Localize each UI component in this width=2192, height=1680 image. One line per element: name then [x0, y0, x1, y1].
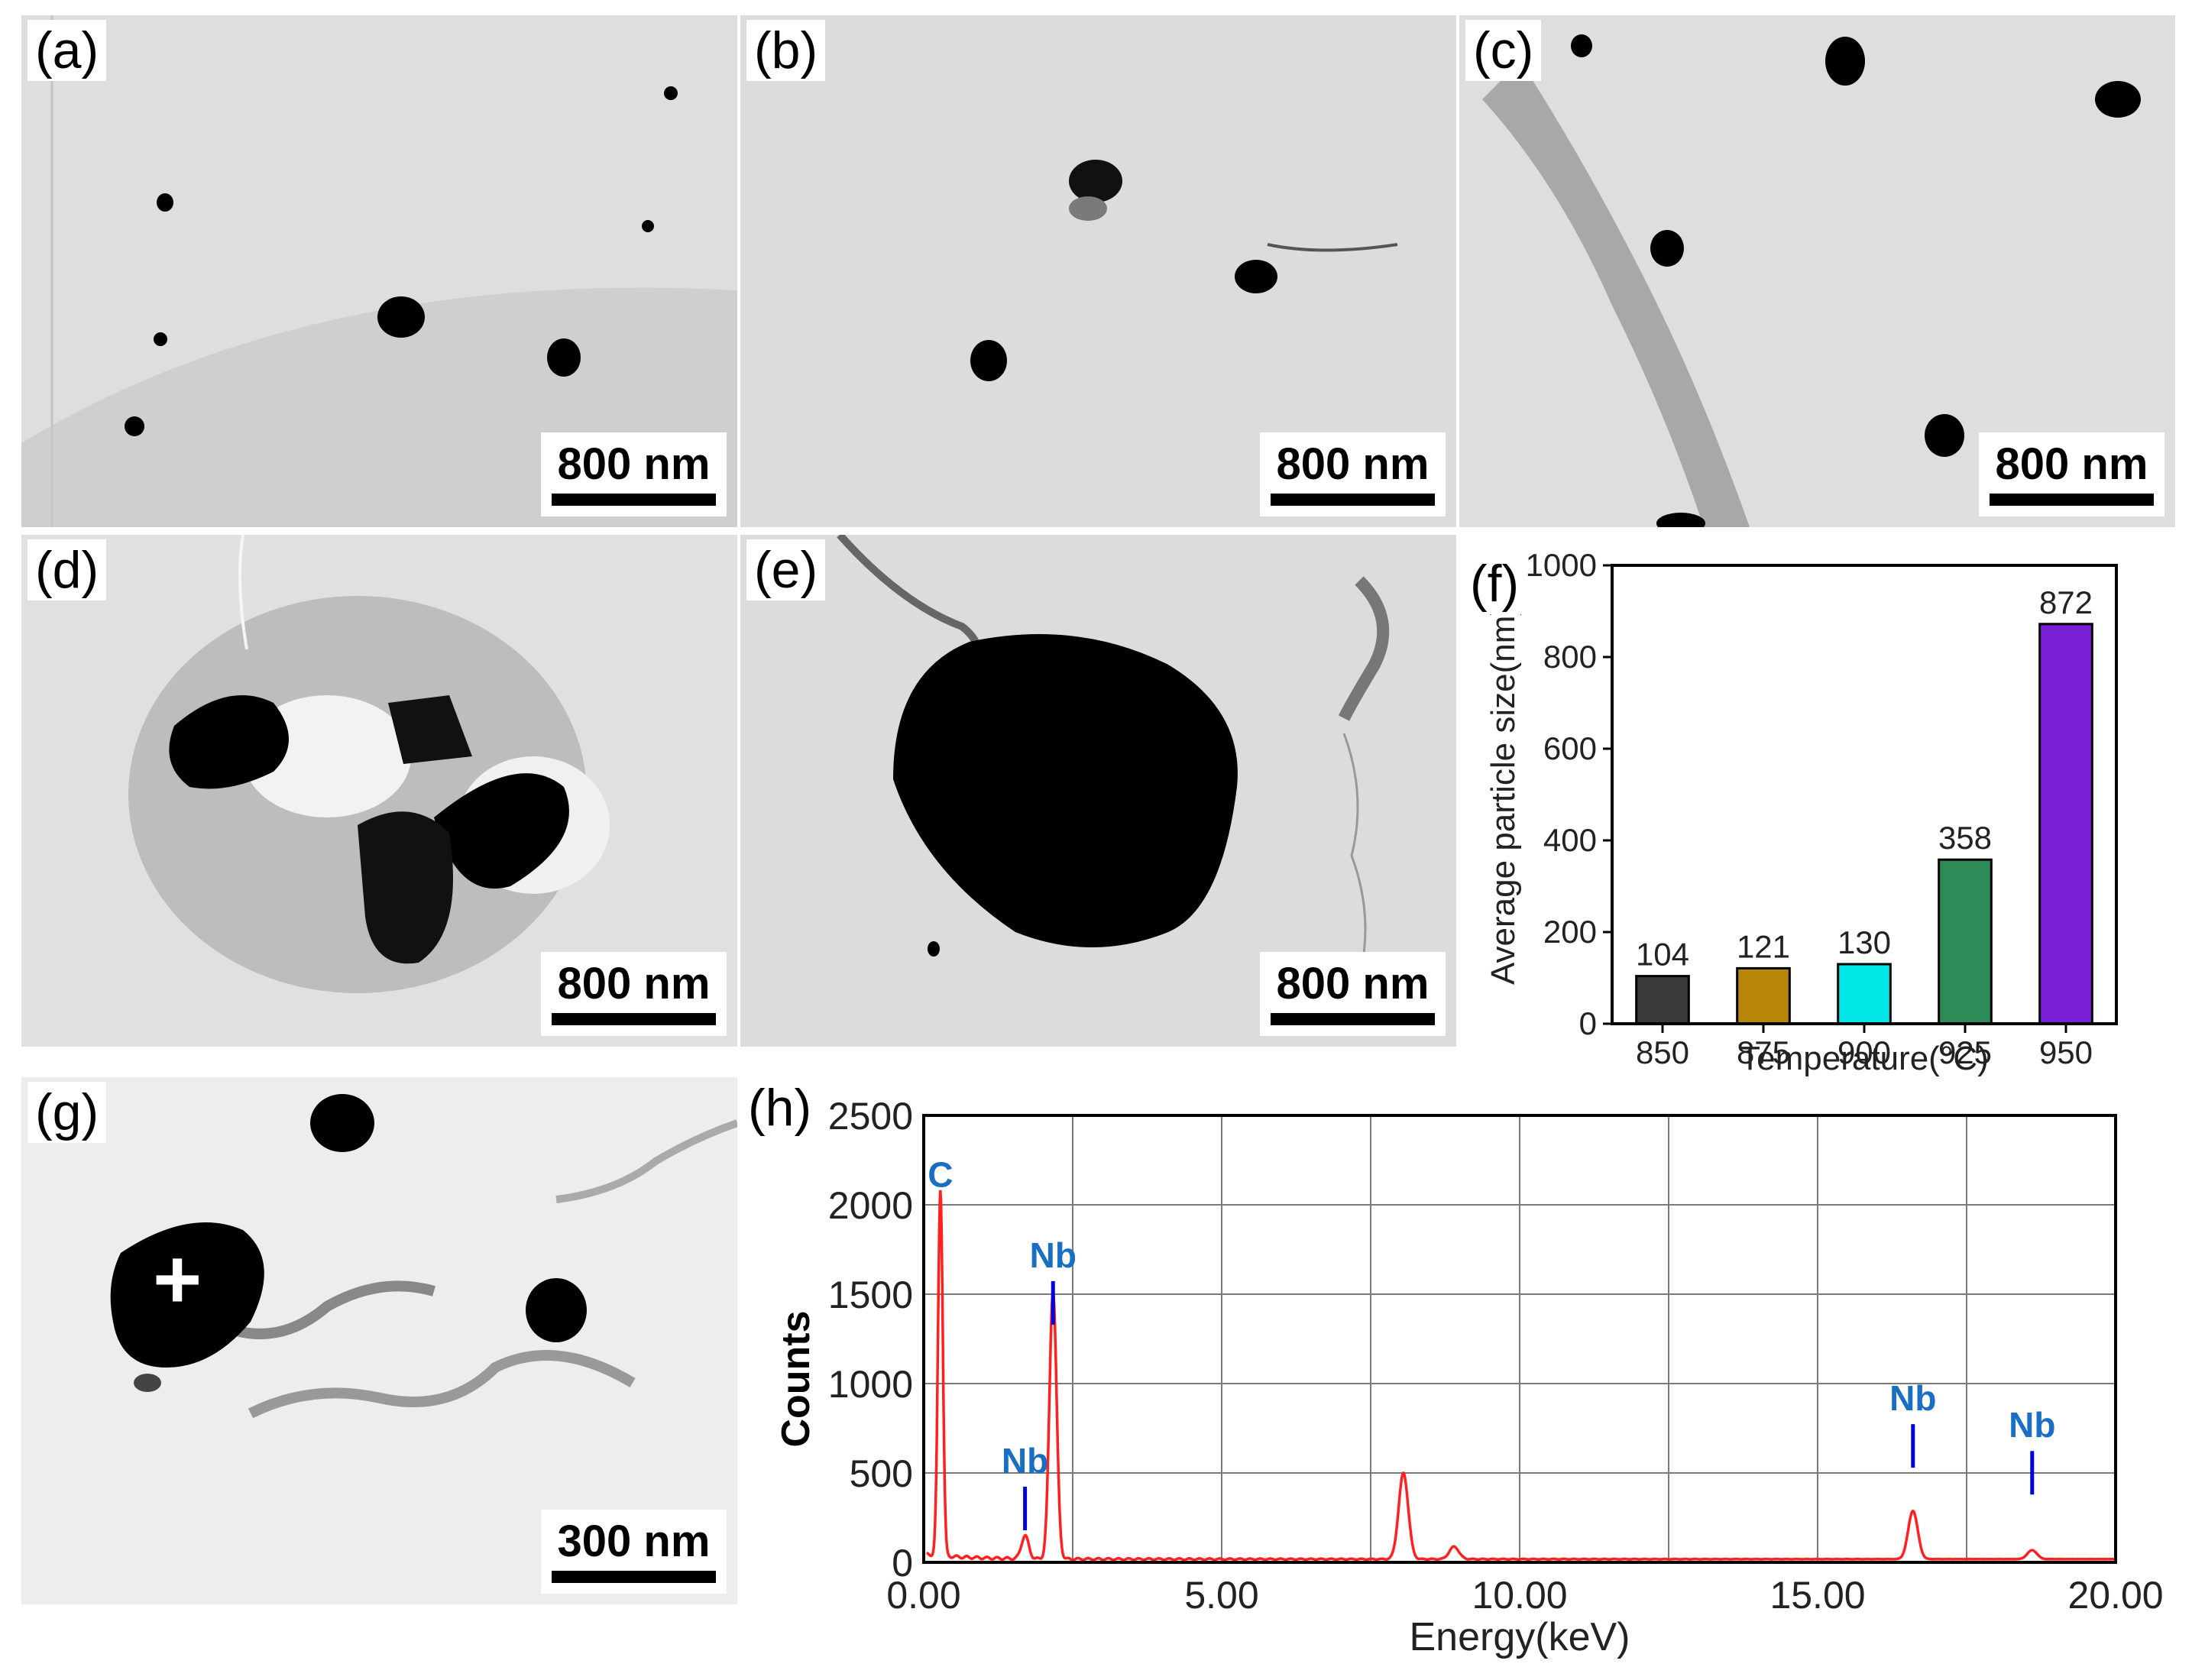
panel-d-scale-bar [552, 1013, 716, 1025]
x-tick-label: 0.00 [886, 1574, 960, 1617]
panel-d-scalebar: 800 nm [541, 952, 727, 1036]
panel-c-scale-text: 800 nm [1995, 439, 2148, 490]
panel-e-scalebar: 800 nm [1260, 952, 1446, 1036]
bar-value-label: 104 [1636, 937, 1689, 973]
bar-875 [1736, 966, 1791, 1025]
panel-g-scalebar: 300 nm [541, 1510, 727, 1594]
panel-h-label: (h) [748, 1079, 812, 1137]
x-tick-label: 950 [2039, 1034, 2093, 1070]
y-tick-label: 500 [850, 1452, 913, 1495]
panel-d: (d) 800 nm [21, 535, 737, 1047]
y-tick-label: 0 [1579, 1005, 1597, 1041]
peak-annotation-Nb: Nb [1002, 1441, 1048, 1481]
panel-g-scale-text: 300 nm [557, 1517, 711, 1567]
crosshair-marker: + [153, 1232, 202, 1326]
panel-g-label: (g) [28, 1082, 107, 1143]
x-tick-label: 5.00 [1184, 1574, 1258, 1617]
peak-annotation-C: C [928, 1155, 953, 1195]
panel-a-scale-bar [552, 494, 716, 506]
panel-b: (b) 800 nm [740, 15, 1456, 527]
panel-c-label: (c) [1465, 20, 1542, 81]
bar-value-label: 121 [1737, 928, 1790, 964]
spectrum-xlabel: Energy(keV) [1410, 1615, 1630, 1659]
bar-chart-xlabel: Temperature(°C) [1740, 1040, 1989, 1077]
y-tick-label: 1000 [1526, 547, 1597, 583]
bar-850 [1635, 975, 1690, 1025]
y-tick-label: 1500 [828, 1274, 913, 1316]
bar-value-label: 358 [1938, 820, 1992, 856]
panel-a-scalebar: 800 nm [541, 432, 727, 516]
y-tick-label: 600 [1543, 730, 1597, 766]
y-tick-label: 800 [1543, 639, 1597, 675]
panel-a-scale-text: 800 nm [557, 439, 711, 490]
x-tick-label: 875 [1737, 1034, 1790, 1070]
panel-e-scale-text: 800 nm [1276, 959, 1429, 1009]
spectrum-frame [922, 1114, 2117, 1564]
x-tick-label: 10.00 [1472, 1574, 1567, 1617]
y-tick-label: 400 [1543, 822, 1597, 858]
panel-b-scalebar: 800 nm [1260, 432, 1446, 516]
panel-f-label: (f) [1462, 553, 1527, 614]
panel-d-label: (d) [28, 539, 107, 600]
y-tick-label: 200 [1543, 914, 1597, 950]
bar-value-label: 130 [1837, 924, 1891, 960]
panel-e-scale-bar [1271, 1013, 1435, 1025]
spectrum-line [926, 1190, 2116, 1562]
y-tick-label: 1000 [828, 1363, 913, 1406]
panel-b-scale-text: 800 nm [1276, 439, 1429, 490]
panel-c-scale-bar [1990, 494, 2154, 506]
bar-value-label: 872 [2039, 584, 2093, 620]
panel-c-scalebar: 800 nm [1979, 432, 2164, 516]
panel-b-scale-bar [1271, 494, 1435, 506]
peak-annotation-Nb: Nb [1889, 1378, 1936, 1418]
panel-a-label: (a) [28, 20, 107, 81]
panel-a: (a) 800 nm [21, 15, 737, 527]
bar-chart-frame [1611, 564, 2118, 1025]
x-tick-label: 925 [1938, 1034, 1992, 1070]
panel-b-label: (b) [746, 20, 826, 81]
panel-g-scale-bar [552, 1571, 716, 1583]
x-tick-label: 20.00 [2067, 1574, 2163, 1617]
spectrum-ylabel: Counts [774, 1310, 818, 1447]
y-tick-label: 0 [892, 1542, 913, 1585]
eds-spectrum: C Nb Nb Nb Nb 0 500 1000 1500 2000 2500 0.00 5.00 1… [774, 1095, 2164, 1659]
y-tick-label: 2500 [828, 1095, 913, 1138]
panel-h: C Nb Nb Nb Nb 0 500 1000 1500 2000 2500 0.00 5.00 1… [740, 1077, 2184, 1673]
bar-chart: 104 121 130 358 872 0 200 400 600 800 1000 850 875… [1485, 547, 2118, 1077]
x-tick-label: 900 [1837, 1034, 1891, 1070]
x-tick-label: 850 [1636, 1034, 1689, 1070]
panel-e: (e) 800 nm [740, 535, 1456, 1047]
peak-annotation-Nb: Nb [1030, 1235, 1077, 1275]
bar-925 [1938, 858, 1993, 1025]
bar-900 [1837, 963, 1892, 1025]
panel-c: (c) 800 nm [1459, 15, 2175, 527]
panel-d-scale-text: 800 nm [557, 959, 711, 1009]
peak-annotation-Nb: Nb [2009, 1405, 2055, 1445]
bar-950 [2038, 623, 2093, 1025]
panel-f: 104 121 130 358 872 0 200 400 600 800 1000 850 875… [1459, 535, 2175, 1077]
panel-e-label: (e) [746, 539, 826, 600]
x-tick-label: 15.00 [1769, 1574, 1865, 1617]
bar-chart-ylabel: Average particle size(nm) [1485, 604, 1522, 985]
panel-g: (g) + 300 nm [21, 1077, 737, 1604]
y-tick-label: 2000 [828, 1184, 913, 1227]
